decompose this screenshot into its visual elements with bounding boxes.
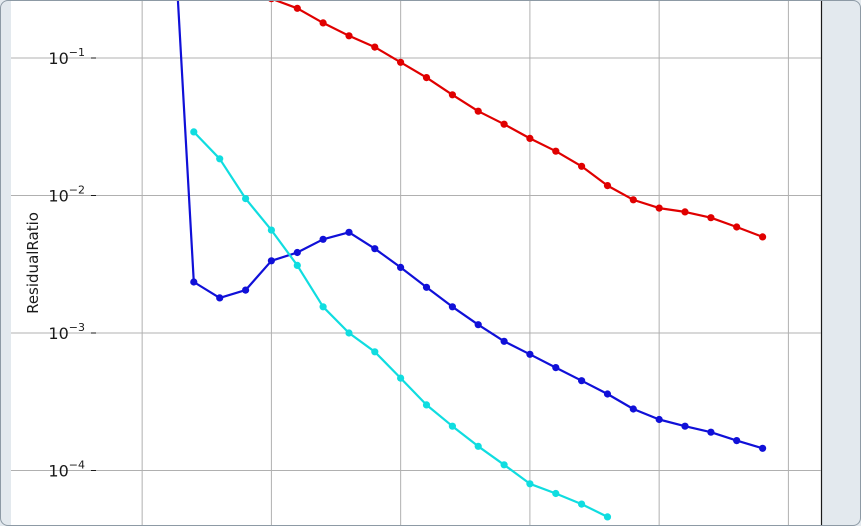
data-point bbox=[655, 415, 663, 424]
data-point bbox=[681, 208, 689, 216]
data-point bbox=[474, 321, 482, 329]
data-point bbox=[474, 107, 482, 115]
data-point bbox=[242, 286, 250, 294]
data-point bbox=[500, 120, 508, 128]
data-point bbox=[267, 226, 275, 234]
data-point bbox=[707, 428, 715, 436]
data-point bbox=[397, 58, 405, 66]
data-point bbox=[267, 257, 275, 265]
data-point bbox=[526, 350, 534, 358]
data-point bbox=[448, 91, 456, 99]
data-point bbox=[759, 233, 767, 241]
data-point bbox=[629, 196, 637, 204]
y-tick-label: 10−3 bbox=[48, 321, 85, 343]
data-point bbox=[293, 248, 301, 257]
data-point bbox=[216, 294, 224, 302]
data-point bbox=[603, 182, 612, 190]
plot-area bbox=[11, 1, 821, 525]
data-point bbox=[733, 437, 741, 445]
data-point bbox=[448, 303, 456, 311]
grid bbox=[11, 1, 821, 525]
data-point bbox=[500, 461, 508, 469]
data-point bbox=[474, 442, 482, 450]
data-point bbox=[500, 337, 508, 345]
data-point bbox=[268, 1, 275, 3]
data-point bbox=[655, 204, 663, 212]
data-point bbox=[345, 228, 353, 236]
data-point bbox=[552, 489, 560, 498]
data-point bbox=[552, 364, 560, 372]
data-point bbox=[759, 444, 767, 452]
data-point bbox=[216, 155, 224, 163]
series-line-2 bbox=[176, 1, 763, 450]
data-point bbox=[371, 245, 379, 253]
data-point bbox=[397, 263, 405, 271]
data-point bbox=[345, 329, 353, 337]
data-point bbox=[526, 134, 534, 142]
data-point bbox=[707, 214, 715, 222]
data-point bbox=[319, 235, 327, 243]
series-line-1 bbox=[274, 1, 763, 238]
data-point bbox=[319, 19, 327, 27]
data-point bbox=[371, 43, 379, 51]
data-point bbox=[681, 422, 689, 430]
data-point bbox=[422, 283, 431, 291]
data-point bbox=[578, 162, 586, 170]
y-axis-ticks: 10−1 10−2 10−3 10−4 bbox=[48, 46, 96, 481]
data-point bbox=[578, 377, 586, 385]
data-point bbox=[733, 223, 741, 231]
data-point bbox=[345, 32, 353, 40]
data-point bbox=[242, 195, 250, 203]
data-point bbox=[552, 147, 560, 155]
data-point bbox=[603, 513, 612, 521]
data-point bbox=[422, 74, 431, 82]
data-point bbox=[397, 374, 405, 382]
data-point bbox=[629, 405, 637, 413]
data-point bbox=[578, 500, 586, 508]
data-point bbox=[422, 401, 431, 409]
data-point bbox=[526, 480, 534, 488]
data-point bbox=[293, 261, 301, 269]
data-point bbox=[293, 4, 301, 12]
data-point bbox=[190, 278, 198, 286]
data-point bbox=[319, 303, 327, 311]
data-point bbox=[371, 348, 379, 356]
data-point bbox=[603, 390, 612, 398]
y-tick-label: 10−4 bbox=[48, 459, 85, 481]
y-tick-label: 10−1 bbox=[48, 46, 85, 68]
series-lines bbox=[176, 1, 767, 521]
y-tick-label: 10−2 bbox=[48, 184, 85, 206]
data-point bbox=[190, 128, 198, 136]
y-axis-label: ResidualRatio bbox=[24, 212, 42, 314]
data-point bbox=[448, 422, 456, 430]
